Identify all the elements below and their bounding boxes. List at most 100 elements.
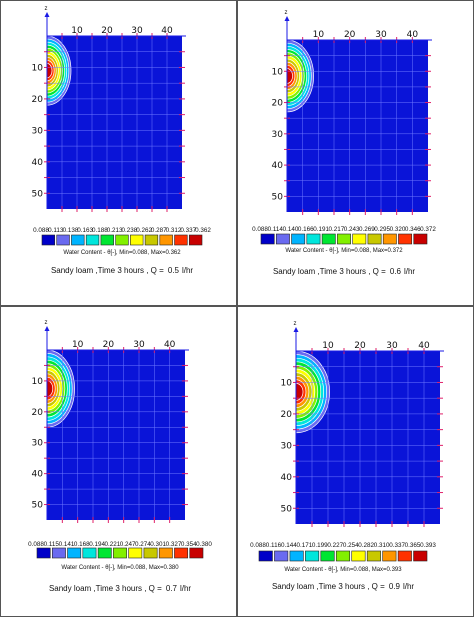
scale-label: 0.199: [312, 542, 328, 549]
scale-label: 0.312: [166, 227, 182, 234]
axes: z: [284, 10, 432, 212]
scale-label: 0.213: [107, 227, 123, 234]
z-tick-label: 20: [32, 95, 44, 105]
x-tick-label: 20: [354, 341, 366, 351]
scale-label: 0.310: [374, 542, 390, 549]
axes: z: [293, 321, 444, 524]
scale-label: 0.221: [104, 541, 120, 548]
z-tick-label: 50: [32, 501, 44, 511]
z-tick-label: 10: [272, 67, 284, 77]
legend-title: Water Content - θ[-], Min=0.088, Max=0.3…: [61, 565, 179, 571]
tick-marks: [44, 33, 185, 212]
color-bar-swatch: [258, 550, 273, 562]
z-axis-marker: z: [45, 6, 48, 12]
color-bar-swatch: [56, 234, 70, 246]
z-tick-label: 50: [32, 189, 44, 199]
scale-label: 0.171: [296, 542, 312, 549]
z-tick-label: 50: [281, 504, 293, 514]
scale-label: 0.116: [266, 542, 282, 549]
caption: Sandy loam ,Time 3 hours , Q = 0.5 l/hr: [51, 266, 193, 275]
contour-band-10: [296, 383, 304, 401]
scale-label: 0.362: [195, 227, 211, 234]
scale-label: 0.238: [121, 227, 137, 234]
x-tick-label: 30: [375, 30, 387, 40]
scale-label: 0.227: [327, 542, 343, 549]
color-bar-swatch: [174, 234, 188, 246]
scale-label: 0.247: [120, 541, 136, 548]
color-bar-swatch: [143, 547, 158, 559]
axes: z: [44, 320, 189, 520]
x-tick-label: 20: [103, 340, 115, 350]
color-bar-swatch: [144, 234, 159, 246]
color-bar-swatch: [351, 550, 366, 562]
caption-unit: l/hr: [403, 582, 414, 591]
scale-label: 0.088: [28, 541, 44, 548]
scale-label: 0.217: [328, 226, 344, 233]
z-tick-label: 40: [281, 473, 293, 483]
scale-label: 0.262: [136, 227, 152, 234]
legend-title: Water Content - θ[-], Min=0.088, Max=0.3…: [63, 250, 181, 256]
scale-label: 0.269: [359, 226, 375, 233]
grid: [47, 350, 185, 520]
color-bar-swatch: [67, 547, 82, 559]
axes: z: [44, 6, 186, 209]
legend-title: Water Content - θ[-], Min=0.088, Max=0.3…: [285, 248, 403, 254]
scale-label: 0.243: [344, 226, 360, 233]
caption-unit: l/hr: [404, 267, 415, 276]
caption-prefix: Sandy loam ,Time 3 hours , Q =: [51, 266, 164, 275]
scale-label: 0.372: [420, 226, 436, 233]
caption: Sandy loam ,Time 3 hours , Q = 0.7 l/hr: [49, 584, 191, 593]
color-bar-swatch: [51, 547, 66, 559]
legend-title: Water Content - θ[-], Min=0.088, Max=0.3…: [284, 567, 402, 573]
x-tick-label: 20: [101, 26, 113, 36]
color-bar-swatch: [82, 547, 97, 559]
scale-label: 0.254: [343, 542, 359, 549]
z-tick-label: 30: [272, 130, 284, 140]
contour-band-10: [287, 68, 293, 84]
color-bar: [41, 234, 203, 246]
color-bar-swatch: [130, 234, 144, 246]
color-bar-swatch: [289, 550, 304, 562]
z-tick-label: 10: [32, 63, 44, 73]
color-bar-swatch: [188, 234, 203, 246]
color-bar: [258, 550, 428, 562]
z-axis-arrow: [284, 16, 290, 21]
grid: [47, 36, 182, 209]
scale-label: 0.166: [298, 226, 314, 233]
caption-prefix: Sandy loam ,Time 3 hours , Q =: [273, 267, 386, 276]
scale-label: 0.138: [63, 227, 79, 234]
z-tick-label: 20: [272, 99, 284, 109]
z-tick-label: 30: [281, 441, 293, 451]
color-bar-swatch: [159, 234, 173, 246]
scale-label: 0.114: [268, 226, 284, 233]
scale-label: 0.337: [389, 542, 405, 549]
color-bar-swatch: [113, 547, 127, 559]
color-bar-swatch: [71, 234, 85, 246]
scale-label: 0.140: [283, 226, 299, 233]
x-tick-label: 40: [418, 341, 430, 351]
scale-label: 0.327: [166, 541, 182, 548]
z-axis-marker: z: [285, 10, 288, 16]
color-bar-swatch: [352, 233, 367, 245]
z-tick-label: 10: [281, 378, 293, 388]
x-tick-label: 10: [322, 341, 334, 351]
x-tick-label: 10: [72, 340, 84, 350]
scale-label: 0.380: [196, 541, 212, 548]
caption: Sandy loam ,Time 3 hours , Q = 0.9 l/hr: [272, 582, 414, 591]
scale-label: 0.274: [135, 541, 151, 548]
scale-label: 0.144: [281, 542, 297, 549]
color-bar-swatch: [274, 550, 289, 562]
z-tick-label: 40: [32, 158, 44, 168]
scale-label: 0.188: [92, 227, 108, 234]
scale-label: 0.365: [405, 542, 421, 549]
color-bar-swatch: [337, 233, 351, 245]
z-tick-label: 50: [272, 192, 284, 202]
scale-label: 0.088: [250, 542, 266, 549]
grid: [296, 351, 440, 524]
color-bar-swatch: [128, 547, 143, 559]
grid: [287, 40, 428, 212]
scale-label: 0.141: [59, 541, 75, 548]
color-bar-swatch: [321, 233, 336, 245]
